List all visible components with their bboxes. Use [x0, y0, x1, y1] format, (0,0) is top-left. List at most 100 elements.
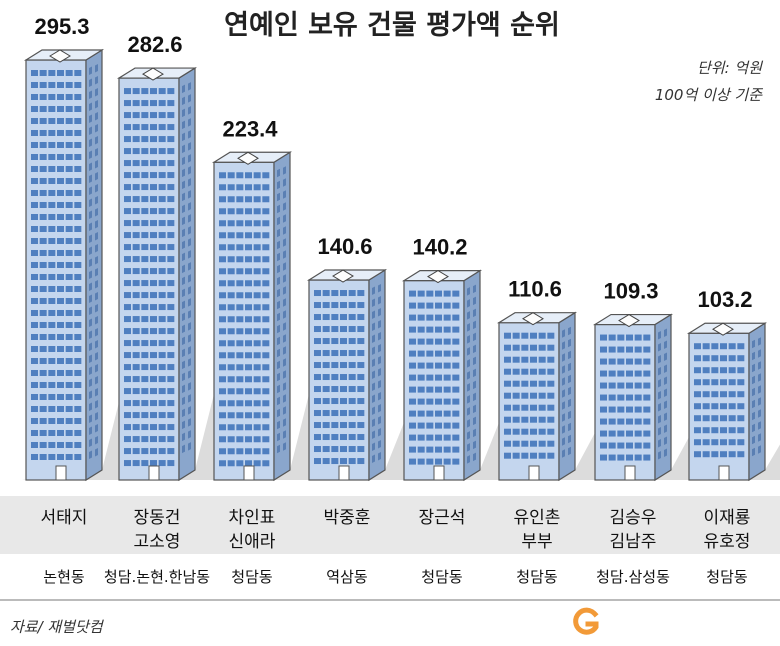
building-window: [608, 382, 616, 389]
side-window: [182, 396, 185, 406]
building-window: [426, 362, 434, 369]
building-window: [124, 304, 131, 311]
side-window: [283, 346, 286, 355]
building-window: [547, 404, 555, 411]
building-window: [39, 394, 47, 400]
building-window: [48, 322, 56, 328]
building-window: [74, 154, 82, 160]
building-window: [322, 290, 330, 297]
building-window: [322, 314, 330, 321]
building-window: [132, 340, 140, 347]
side-window: [95, 124, 98, 133]
building-window: [158, 172, 166, 179]
side-window: [188, 262, 191, 271]
side-window: [562, 437, 565, 446]
building-window: [57, 346, 64, 352]
building-window: [737, 379, 745, 386]
side-window: [372, 310, 375, 320]
building-window: [31, 154, 38, 160]
building-window: [702, 451, 710, 458]
building-window: [236, 400, 244, 407]
building-window: [31, 202, 38, 208]
building-window: [39, 94, 47, 100]
building-window: [74, 298, 82, 304]
building-window: [253, 268, 261, 275]
side-window: [182, 228, 185, 238]
building-window: [65, 310, 73, 316]
building-window: [65, 274, 73, 280]
building-window: [65, 358, 73, 364]
building-window: [720, 355, 727, 362]
building-window: [132, 400, 140, 407]
building-window: [141, 388, 149, 395]
building-window: [132, 388, 140, 395]
side-window: [89, 330, 92, 339]
side-window: [283, 442, 286, 451]
building-window: [530, 332, 537, 339]
building-window: [608, 334, 616, 341]
building-window: [227, 352, 235, 359]
side-window: [95, 436, 98, 445]
building-window: [357, 338, 365, 345]
building-window: [227, 184, 235, 191]
building-window: [219, 364, 226, 371]
side-window: [758, 385, 761, 394]
side-window: [664, 352, 667, 362]
building-window: [626, 442, 633, 449]
building-window: [57, 262, 64, 268]
building-window: [340, 302, 347, 309]
side-window: [89, 174, 92, 183]
side-window: [758, 445, 761, 454]
building-window: [426, 446, 434, 453]
building-window: [57, 154, 64, 160]
building-window: [219, 424, 226, 431]
building-window: [158, 388, 166, 395]
building-window: [31, 130, 38, 136]
building-window: [236, 364, 244, 371]
side-window: [89, 426, 92, 435]
building-window: [167, 424, 175, 431]
side-window: [188, 298, 191, 307]
building-window: [132, 268, 140, 275]
building-window: [141, 268, 149, 275]
building-window: [74, 418, 82, 424]
building-window: [253, 304, 261, 311]
building-window: [314, 434, 321, 441]
side-window: [378, 320, 381, 329]
side-window: [188, 202, 191, 211]
building-window: [331, 446, 339, 453]
side-window: [95, 64, 98, 73]
building-window: [426, 374, 434, 381]
side-window: [568, 374, 571, 384]
building-window: [158, 232, 166, 239]
building-window: [150, 220, 157, 227]
building-window: [124, 436, 131, 443]
building-window: [340, 422, 347, 429]
building-window: [426, 326, 434, 333]
building-window: [600, 418, 607, 425]
building-window: [48, 262, 56, 268]
side-window: [182, 204, 185, 214]
side-window: [562, 341, 565, 350]
side-window: [89, 414, 92, 423]
building-window: [141, 280, 149, 287]
building-window: [65, 394, 73, 400]
side-window: [95, 148, 98, 157]
building-window: [167, 136, 175, 143]
side-window: [283, 382, 286, 391]
building-window: [314, 386, 321, 393]
building-window: [74, 190, 82, 196]
building-window: [608, 454, 616, 461]
side-window: [467, 371, 470, 380]
side-window: [372, 382, 375, 392]
side-window: [277, 276, 280, 286]
building-window: [600, 430, 607, 437]
building-window: [227, 316, 235, 323]
building-window: [227, 376, 235, 383]
building-side: [748, 322, 766, 482]
building-side: [558, 311, 576, 482]
building-window: [227, 268, 235, 275]
building-window: [48, 250, 56, 256]
building-window: [331, 350, 339, 357]
side-window: [95, 292, 98, 301]
